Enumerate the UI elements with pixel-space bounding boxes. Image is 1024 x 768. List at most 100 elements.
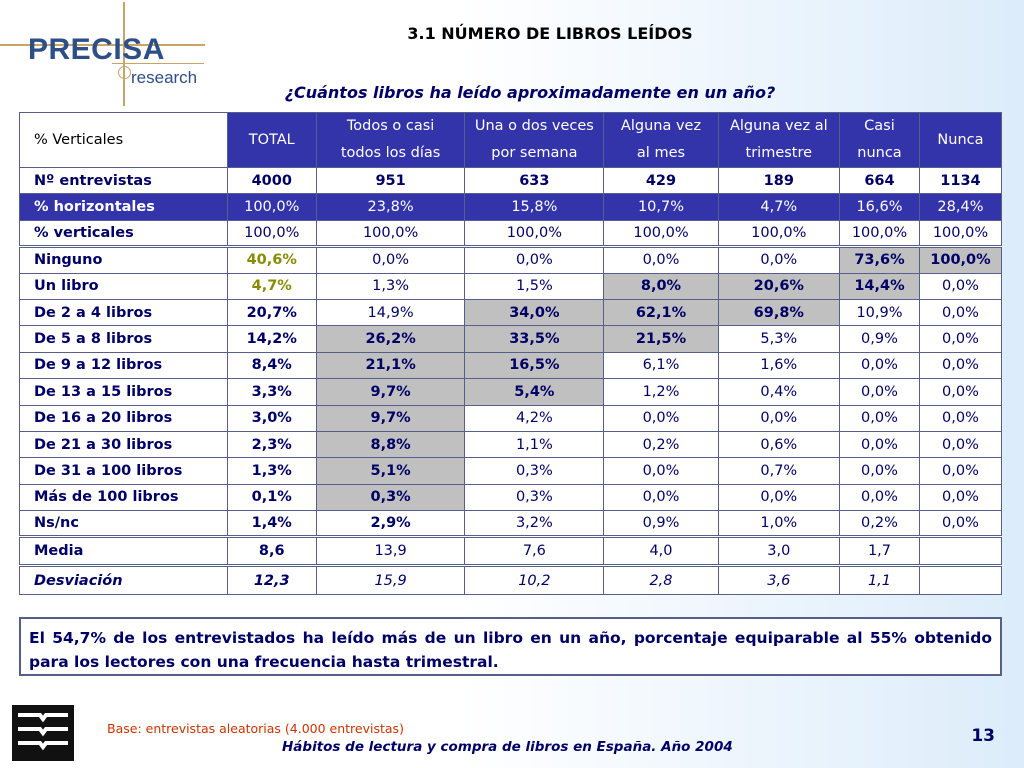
results-table: % Verticales TOTAL Todos o casi todos los… — [19, 112, 1003, 596]
logo-horizontal-line-short — [112, 63, 204, 64]
table-row-ns-nc: Ns/nc 1,4% 2,9% 3,2% 0,9% 1,0% 0,2% 0,0% — [19, 510, 1003, 538]
table-cell: 0,0% — [839, 404, 920, 432]
table-cell: 3,6 — [717, 564, 841, 596]
table-cell: 8,8% — [315, 430, 466, 459]
column-header-line: trimestre — [745, 145, 813, 161]
table-cell: 0,0% — [315, 245, 466, 274]
table-cell: 3,2% — [464, 510, 605, 538]
table-cell: 1134 — [918, 166, 1003, 195]
table-cell: 0,3% — [315, 483, 466, 512]
table-cell: 7,6 — [464, 535, 605, 567]
table-cell: 21,1% — [315, 351, 466, 380]
row-label: % verticales — [19, 219, 228, 248]
table-cell: 0,4% — [717, 378, 841, 406]
table-cell: 0,0% — [918, 351, 1003, 380]
table-cell — [918, 535, 1003, 567]
table-cell: 0,0% — [464, 245, 605, 274]
table-row-entrevistas: Nº entrevistas 4000 951 633 429 189 664 … — [19, 166, 1003, 195]
table-cell: 100,0% — [839, 219, 920, 248]
table-cell: 1,5% — [464, 272, 605, 300]
table-cell: 664 — [839, 166, 920, 195]
row-label: Nº entrevistas — [19, 166, 228, 195]
row-label: Desviación — [19, 564, 228, 596]
table-row-horizontales: % horizontales 100,0% 23,8% 15,8% 10,7% … — [19, 193, 1003, 221]
row-label: Media — [19, 535, 228, 567]
table-cell: 4,7% — [226, 272, 317, 300]
table-cell: 9,7% — [315, 404, 466, 432]
table-cell: 9,7% — [315, 378, 466, 406]
table-cell: 0,1% — [226, 483, 317, 512]
column-header-nunca: Nunca — [918, 112, 1003, 168]
table-cell: 14,2% — [226, 325, 317, 353]
row-label: De 16 a 20 libros — [19, 404, 228, 432]
logo-word: PRECISA — [28, 33, 165, 66]
table-cell: 21,5% — [603, 325, 719, 353]
column-header-al-mes: Alguna vez al mes — [603, 112, 719, 168]
row-label: Ninguno — [19, 245, 228, 274]
table-cell: 2,3% — [226, 430, 317, 459]
table-cell: 10,7% — [603, 193, 719, 221]
table-cell: 100,0% — [464, 219, 605, 248]
table-cell: 0,0% — [918, 483, 1003, 512]
table-cell: 1,1 — [839, 564, 920, 596]
table-cell: 12,3 — [226, 564, 317, 596]
column-header-line: Una o dos veces — [474, 118, 594, 134]
table-cell: 5,3% — [717, 325, 841, 353]
table-cell: 1,1% — [464, 430, 605, 459]
table-cell: 0,0% — [603, 483, 719, 512]
table-cell: 0,0% — [717, 483, 841, 512]
table-cell: 1,4% — [226, 510, 317, 538]
table-cell: 15,8% — [464, 193, 605, 221]
table-cell: 0,0% — [918, 298, 1003, 327]
table-cell: 0,3% — [464, 457, 605, 485]
table-row-desviacion: Desviación 12,3 15,9 10,2 2,8 3,6 1,1 — [19, 564, 1003, 596]
table-cell: 3,3% — [226, 378, 317, 406]
logo-vertical-line — [123, 2, 125, 106]
table-cell: 0,0% — [918, 325, 1003, 353]
table-cell: 0,2% — [603, 430, 719, 459]
table-cell: 0,0% — [839, 378, 920, 406]
table-row-verticales: % verticales 100,0% 100,0% 100,0% 100,0%… — [19, 219, 1003, 248]
row-label: Más de 100 libros — [19, 483, 228, 512]
table-cell — [918, 564, 1003, 596]
table-cell: 4000 — [226, 166, 317, 195]
column-header-line: Alguna vez — [620, 118, 702, 134]
table-cell: 20,6% — [717, 272, 841, 300]
table-cell: 0,0% — [839, 430, 920, 459]
column-header-por-semana: Una o dos veces por semana — [464, 112, 605, 168]
table-row-13-a-15: De 13 a 15 libros 3,3% 9,7% 5,4% 1,2% 0,… — [19, 378, 1003, 406]
table-cell: 33,5% — [464, 325, 605, 353]
table-cell: 0,0% — [839, 457, 920, 485]
table-cell: 40,6% — [226, 245, 317, 274]
table-cell: 1,2% — [603, 378, 719, 406]
table-cell: 4,2% — [464, 404, 605, 432]
table-cell: 4,7% — [717, 193, 841, 221]
table-cell: 20,7% — [226, 298, 317, 327]
table-row-9-a-12: De 9 a 12 libros 8,4% 21,1% 16,5% 6,1% 1… — [19, 351, 1003, 380]
column-header-line: al mes — [636, 145, 686, 161]
table-cell: 28,4% — [918, 193, 1003, 221]
table-cell: 0,0% — [839, 351, 920, 380]
table-cell: 0,2% — [839, 510, 920, 538]
table-cell: 23,8% — [315, 193, 466, 221]
table-cell: 1,3% — [226, 457, 317, 485]
table-row-5-a-8: De 5 a 8 libros 14,2% 26,2% 33,5% 21,5% … — [19, 325, 1003, 353]
table-cell: 100,0% — [603, 219, 719, 248]
table-row-media: Media 8,6 13,9 7,6 4,0 3,0 1,7 — [19, 535, 1003, 567]
column-header-line: todos los días — [340, 145, 441, 161]
table-cell: 0,0% — [918, 404, 1003, 432]
table-cell: 1,6% — [717, 351, 841, 380]
table-cell: 633 — [464, 166, 605, 195]
row-label: % horizontales — [19, 193, 228, 221]
table-cell: 189 — [717, 166, 841, 195]
table-cell: 0,0% — [603, 404, 719, 432]
table-row-21-a-30: De 21 a 30 libros 2,3% 8,8% 1,1% 0,2% 0,… — [19, 430, 1003, 459]
table-cell: 62,1% — [603, 298, 719, 327]
table-header-row: % Verticales TOTAL Todos o casi todos los… — [19, 112, 1003, 168]
table-cell: 3,0 — [717, 535, 841, 567]
table-cell: 5,1% — [315, 457, 466, 485]
table-cell: 3,0% — [226, 404, 317, 432]
table-row-ninguno: Ninguno 40,6% 0,0% 0,0% 0,0% 0,0% 73,6% … — [19, 245, 1003, 274]
page-title: 3.1 NÚMERO DE LIBROS LEÍDOS — [407, 24, 693, 43]
table-cell: 100,0% — [717, 219, 841, 248]
